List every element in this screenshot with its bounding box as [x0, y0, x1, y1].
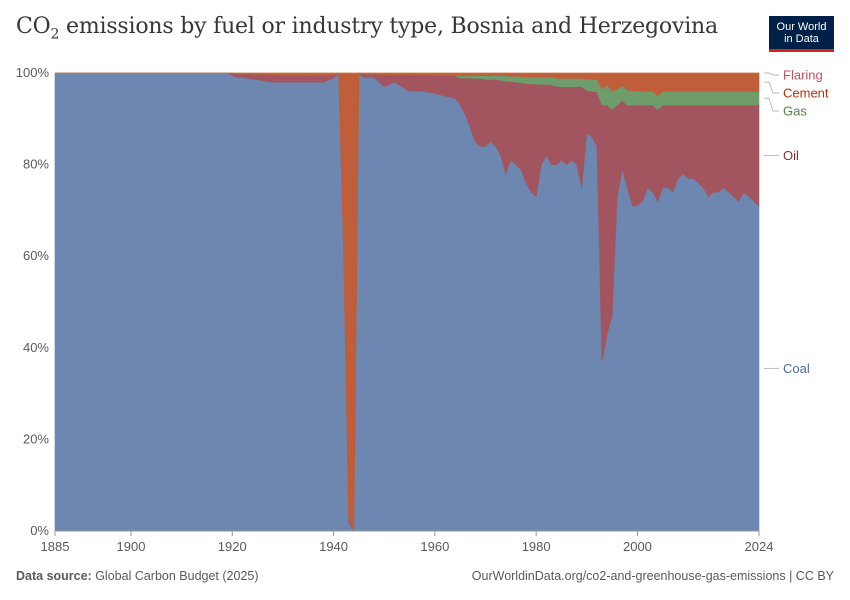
- series-areas: [54, 72, 760, 533]
- x-tick-label: 1940: [319, 539, 348, 554]
- x-tick-label: 1920: [218, 539, 247, 554]
- x-tick-label: 2024: [745, 539, 774, 554]
- y-tick-label: 0%: [30, 523, 49, 538]
- x-tick-label: 1885: [41, 539, 70, 554]
- x-tick-label: 1900: [117, 539, 146, 554]
- owid-logo[interactable]: Our World in Data: [769, 16, 834, 52]
- x-tick-label: 2000: [623, 539, 652, 554]
- logo-line-2: in Data: [784, 33, 819, 45]
- y-tick-label: 60%: [23, 248, 49, 263]
- legend-label-cement: Cement: [783, 86, 829, 101]
- data-source: Data source: Global Carbon Budget (2025): [16, 569, 259, 583]
- legend-label-flaring: Flaring: [783, 68, 823, 83]
- chart-title: CO2 emissions by fuel or industry type, …: [16, 14, 718, 43]
- legend-label-gas: Gas: [783, 104, 807, 119]
- legend-connector-cement: [764, 81, 779, 94]
- y-tick-label: 40%: [23, 340, 49, 355]
- x-tick-label: 1980: [522, 539, 551, 554]
- x-tick-label: 1960: [420, 539, 449, 554]
- legend-connector-gas: [764, 97, 779, 112]
- credit-link[interactable]: OurWorldinData.org/co2-and-greenhouse-ga…: [471, 569, 834, 583]
- legend-connector-flaring: [764, 72, 779, 76]
- legend-label-coal: Coal: [783, 361, 810, 376]
- legend-label-oil: Oil: [783, 148, 799, 163]
- y-tick-label: 80%: [23, 157, 49, 172]
- data-source-value: Global Carbon Budget (2025): [91, 569, 259, 583]
- axes: 0% 20% 40% 60% 80% 100% 1885 1900 1920 1940 1960 19…: [16, 65, 774, 554]
- y-tick-label: 100%: [16, 65, 50, 80]
- data-source-label: Data source:: [16, 569, 92, 583]
- y-tick-label: 20%: [23, 431, 49, 446]
- logo-line-1: Our World: [776, 21, 827, 33]
- legend: Flaring Cement Gas Oil Coal: [764, 68, 829, 376]
